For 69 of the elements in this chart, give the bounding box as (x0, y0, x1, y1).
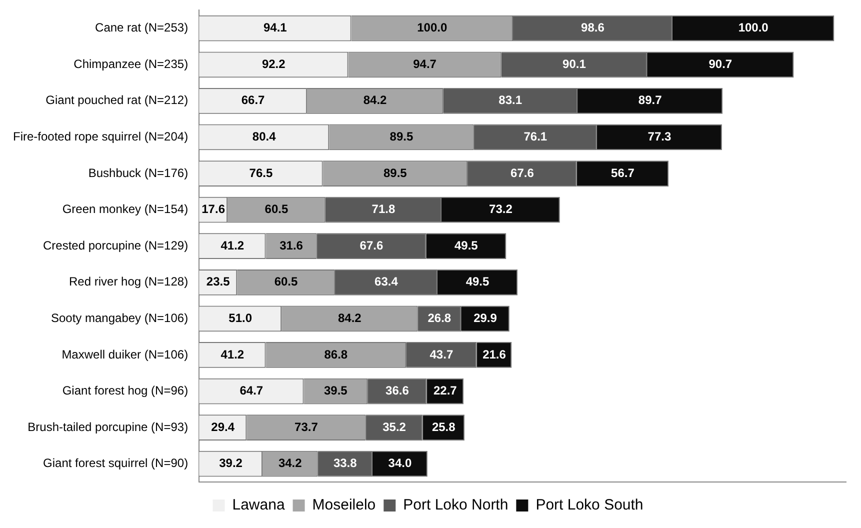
data-label: 41.2 (220, 347, 244, 362)
data-label: 25.8 (432, 420, 456, 434)
data-label: 92.2 (262, 56, 286, 71)
data-label: 73.2 (489, 202, 513, 216)
legend-label: Lawana (232, 496, 286, 514)
data-label: 94.1 (263, 20, 288, 35)
data-label: 100.0 (738, 20, 769, 35)
data-label: 89.7 (638, 93, 662, 108)
y-tick-label: Giant forest hog (N=96) (62, 384, 188, 398)
data-label: 76.5 (249, 166, 273, 180)
data-label: 26.8 (428, 310, 452, 325)
data-label: 60.5 (264, 202, 288, 216)
data-label: 49.5 (454, 238, 478, 252)
y-tick-label: Bushbuck (N=176) (88, 166, 188, 180)
y-tick-label: Crested porcupine (N=129) (43, 238, 188, 252)
data-label: 76.1 (524, 130, 548, 144)
data-label: 43.7 (430, 347, 454, 362)
legend-label: Port Loko North (403, 496, 508, 514)
data-label: 66.7 (241, 93, 266, 108)
data-label: 39.2 (219, 456, 243, 470)
data-label: 90.7 (708, 56, 732, 71)
data-label: 35.2 (382, 420, 406, 434)
y-tick-label: Brush-tailed porcupine (N=93) (28, 420, 188, 434)
data-label: 56.7 (611, 166, 635, 180)
y-tick-label: Cane rat (N=253) (95, 20, 188, 35)
data-label: 84.2 (338, 310, 362, 325)
data-label: 31.6 (280, 238, 304, 252)
data-label: 21.6 (482, 347, 506, 362)
y-tick-label: Green monkey (N=154) (62, 202, 188, 216)
data-label: 17.6 (202, 202, 226, 216)
data-label: 29.4 (211, 420, 235, 434)
data-label: 86.8 (324, 347, 348, 362)
data-label: 83.1 (498, 93, 522, 108)
data-label: 73.7 (294, 420, 318, 434)
data-label: 100.0 (417, 20, 448, 35)
data-label: 98.6 (581, 20, 605, 35)
y-tick-label: Fire-footed rope squirrel (N=204) (13, 130, 188, 144)
data-label: 84.2 (363, 93, 388, 108)
data-label: 77.3 (648, 130, 672, 144)
y-tick-label: Maxwell duiker (N=106) (62, 347, 188, 362)
data-label: 60.5 (274, 274, 298, 289)
y-tick-label: Sooty mangabey (N=106) (50, 310, 188, 325)
data-label: 89.5 (390, 130, 414, 144)
data-label: 64.7 (240, 384, 264, 398)
data-label: 51.0 (228, 310, 252, 325)
data-label: 36.6 (386, 384, 410, 398)
data-label: 67.6 (360, 238, 384, 252)
legend-label: Moseilelo (312, 496, 376, 514)
y-tick-label: Red river hog (N=128) (69, 274, 188, 289)
data-label: 80.4 (252, 130, 276, 144)
data-label: 67.6 (510, 166, 534, 180)
y-tick-label: Giant pouched rat (N=212) (46, 93, 188, 108)
data-label: 23.5 (206, 274, 230, 289)
data-label: 71.8 (372, 202, 396, 216)
data-label: 49.5 (466, 274, 490, 289)
data-label: 34.0 (388, 456, 412, 470)
data-label: 41.2 (220, 238, 244, 252)
data-label: 34.2 (278, 456, 302, 470)
data-label: 90.1 (562, 56, 586, 71)
data-label: 22.7 (433, 384, 458, 398)
data-label: 33.8 (333, 456, 358, 470)
data-label: 94.7 (413, 56, 437, 71)
y-tick-label: Chimpanzee (N=235) (74, 56, 188, 71)
data-label: 39.5 (324, 384, 348, 398)
data-label: 63.4 (374, 274, 398, 289)
data-label: 89.5 (383, 166, 408, 180)
y-tick-label: Giant forest squirrel (N=90) (43, 456, 188, 470)
legend-label: Port Loko South (536, 496, 644, 514)
data-label: 29.9 (474, 310, 498, 325)
